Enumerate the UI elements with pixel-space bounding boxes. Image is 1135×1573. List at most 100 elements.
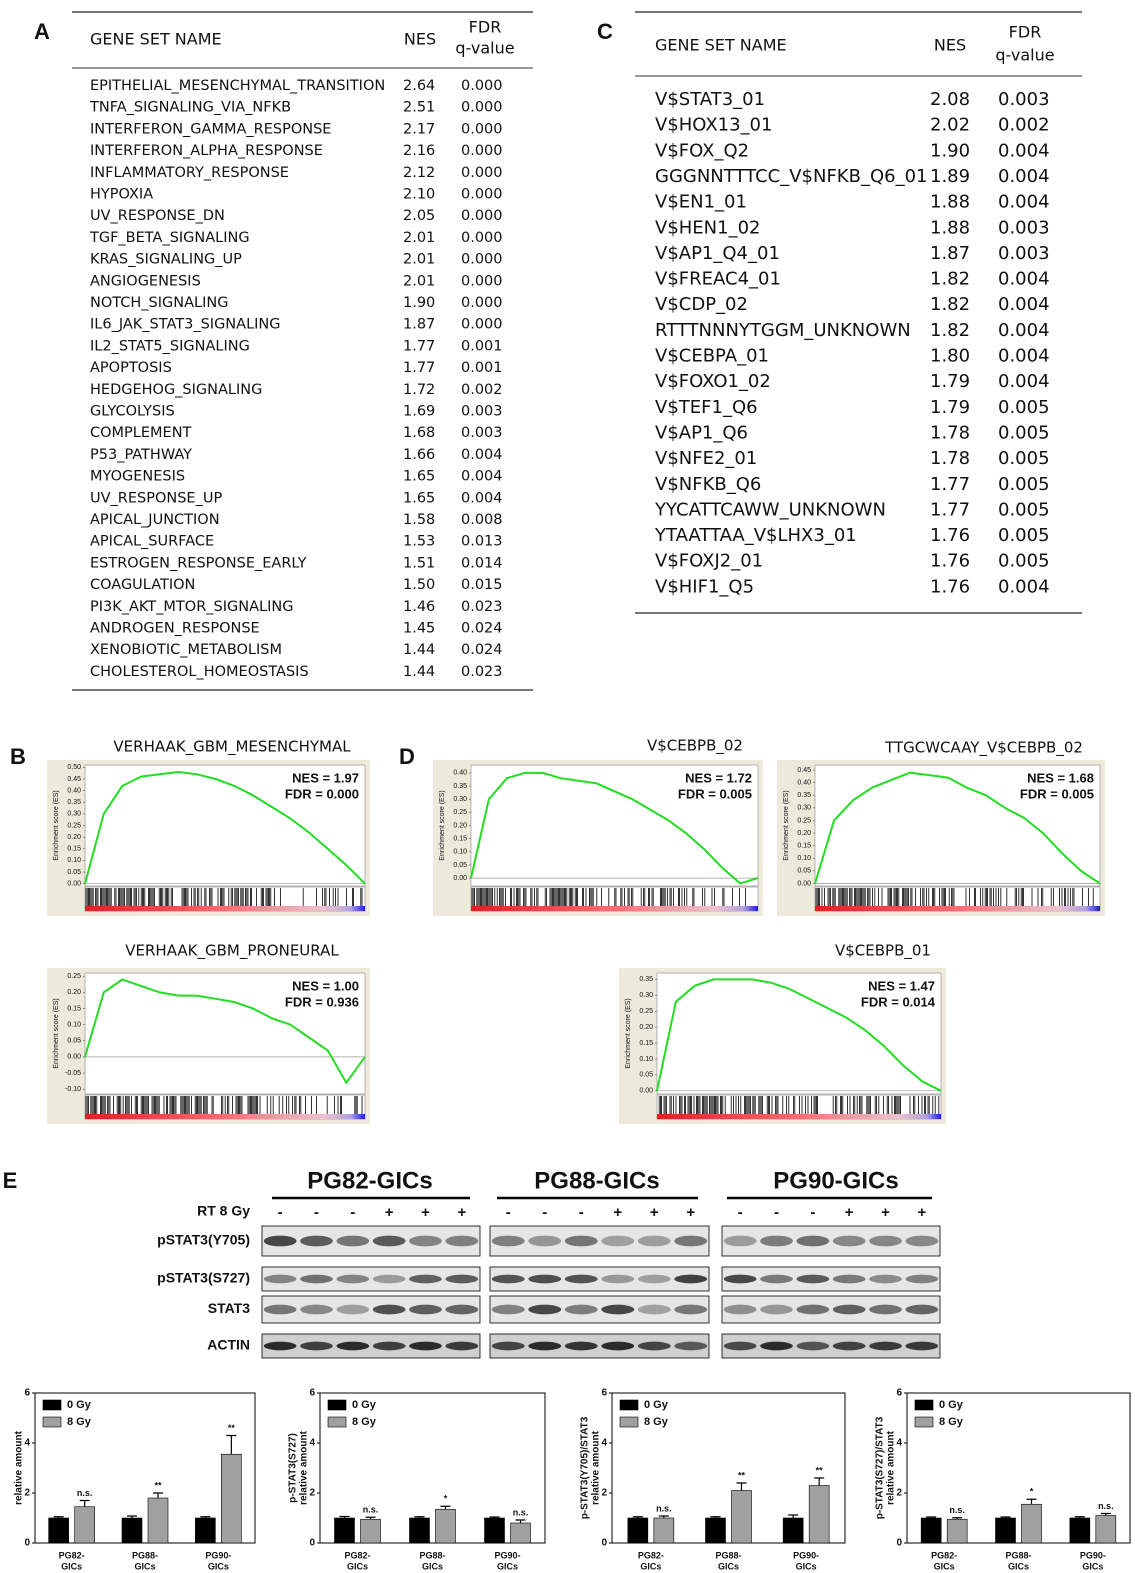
error-bar [441,1506,451,1509]
rank-gradient [815,906,1100,911]
table-cell: 0.005 [998,499,1050,520]
x-tick-label: GICs [347,1561,368,1571]
x-tick-label: GICs [61,1561,82,1571]
y-tick-label: 0.10 [67,857,81,864]
y-axis-label: p-STAT3(S727)/STAT3 [875,1416,886,1519]
blot-band [528,1236,561,1247]
table-cell: 1.53 [403,534,435,550]
table-cell: 1.50 [403,577,435,593]
y-tick-label: 0.10 [639,1056,653,1063]
blot-band [264,1275,297,1284]
y-tick-label: 0.05 [67,869,81,876]
y-axis-label: Enrichment score (ES) [53,790,60,860]
blot-band [869,1236,902,1247]
plot-title: V$CEBPB_01 [835,942,931,961]
x-tick-label: GICs [718,1561,739,1571]
table-cell: YYCATTCAWW_UNKNOWN [654,499,886,520]
blot-band [565,1305,598,1315]
blot-band [336,1236,369,1247]
bar [809,1486,829,1544]
blot-band [528,1305,561,1315]
y-axis-label: relative amount [886,1430,897,1505]
x-tick-label: GICs [934,1561,955,1571]
blot-band [409,1236,442,1247]
blot-band [264,1305,297,1315]
table-cell: 1.76 [930,551,970,572]
blot-band [601,1275,634,1284]
y-tick-label: 2 [601,1488,607,1499]
y-tick-label: 0.30 [67,811,81,818]
y-tick-label: 0.15 [797,843,811,850]
blot-band [674,1236,707,1247]
table-cell: ANDROGEN_RESPONSE [90,621,260,637]
blot-band [638,1305,671,1315]
y-tick-label: 0 [309,1538,315,1549]
table-cell: 1.79 [930,371,970,392]
error-bar [659,1516,669,1518]
rt-sign: - [506,1204,511,1221]
bar [654,1518,674,1543]
group-title: PG88-GICs [534,1167,659,1194]
blot-band [796,1236,829,1247]
table-cell: 0.003 [998,89,1050,110]
legend-label: 8 Gy [352,1416,377,1428]
legend-label: 8 Gy [644,1416,669,1428]
legend-label: 8 Gy [939,1416,964,1428]
table-cell: 1.45 [403,621,435,637]
y-tick-label: 2 [896,1488,902,1499]
y-tick-label: 6 [309,1388,315,1399]
table-cell: TNFA_SIGNALING_VIA_NFKB [89,100,291,116]
table-cell: UV_RESPONSE_UP [90,490,222,506]
table-cell: V$HOX13_01 [655,115,772,136]
y-tick-label: 0.40 [453,770,467,777]
blot-band [409,1275,442,1284]
table-cell: 0.004 [998,371,1050,392]
x-tick-label: GICs [1082,1561,1103,1571]
bar [783,1518,803,1543]
table-cell: GGGNNTTTCC_V$NFKB_Q6_01 [655,166,927,187]
nes-label: NES = 1.72 [685,770,752,785]
table-cell: 0.003 [461,425,503,441]
table-cell: 0.013 [461,534,503,550]
y-tick-label: 0.00 [639,1088,653,1095]
table-cell: V$EN1_01 [655,192,747,213]
x-tick-label: GICs [422,1561,443,1571]
table-cell: 0.000 [461,252,503,268]
table-cell: KRAS_SIGNALING_UP [90,252,242,268]
y-axis-label: Enrichment score (ES) [783,790,790,860]
blot-band [300,1275,333,1284]
table-header: q-value [455,39,514,58]
table-cell: ESTROGEN_RESPONSE_EARLY [90,555,307,571]
table-cell: V$NFKB_Q6 [655,474,761,495]
bar [335,1518,355,1543]
rt-sign: - [774,1204,779,1221]
significance: n.s. [513,1507,529,1517]
bar [1096,1516,1116,1544]
blot-band [905,1342,938,1351]
table-header: FDR [469,18,502,37]
nes-label: NES = 1.00 [292,978,359,993]
bar [436,1509,456,1543]
blot-band [833,1342,866,1351]
table-cell: 0.004 [998,320,1050,341]
x-tick-label: GICs [640,1561,661,1571]
blot-band [300,1305,333,1315]
rt-sign: + [881,1204,890,1221]
table-cell: 0.000 [461,187,503,203]
significance: ** [228,1423,236,1433]
y-tick-label: 0.20 [639,1024,653,1031]
blot-band [674,1342,707,1351]
table-cell: 1.76 [930,525,970,546]
legend-swatch [915,1417,933,1427]
y-tick-label: 0.10 [67,1021,81,1028]
table-cell: CHOLESTEROL_HOMEOSTASIS [90,664,309,680]
blot-band [638,1236,671,1247]
table-cell: 0.008 [461,512,503,528]
table-cell: INTERFERON_ALPHA_RESPONSE [90,143,323,159]
rank-gradient [85,1114,365,1119]
blot-band [833,1275,866,1284]
legend-swatch [43,1417,61,1427]
table-cell: HYPOXIA [90,187,153,203]
table-cell: APOPTOSIS [90,360,172,376]
blot-band [336,1305,369,1315]
